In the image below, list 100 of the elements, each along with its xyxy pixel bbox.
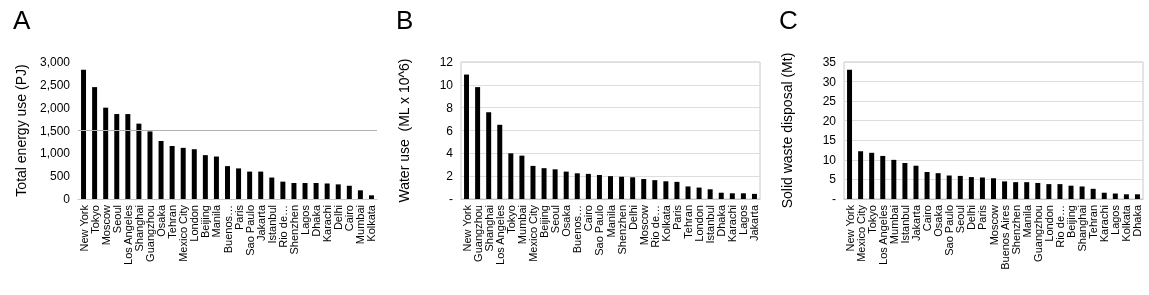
bar xyxy=(946,175,952,199)
y-tick-label: 1,000 xyxy=(39,146,71,161)
bar xyxy=(530,165,536,199)
bar xyxy=(641,179,647,199)
bar xyxy=(630,177,636,199)
x-tick-label: Buenos Aires xyxy=(998,204,1011,270)
bar xyxy=(202,155,208,199)
x-tick-label: New York xyxy=(77,204,90,252)
x-tick-label: Buenos… xyxy=(571,205,584,254)
x-tick-label: Beijing xyxy=(1065,205,1078,239)
bar xyxy=(1024,182,1030,199)
y-tick-label: 0 xyxy=(63,192,71,206)
bar xyxy=(81,69,87,199)
bar xyxy=(258,171,264,199)
x-tick-label: Rio de… xyxy=(1053,205,1066,248)
bar xyxy=(302,183,308,199)
x-tick-label: Moscow xyxy=(637,204,650,246)
bar xyxy=(247,171,253,199)
x-tick-label: Jakarta xyxy=(254,204,267,242)
bar xyxy=(357,190,363,199)
bar xyxy=(585,173,591,199)
x-tick-label: Shanghai xyxy=(482,205,495,252)
bar xyxy=(158,141,164,199)
x-tick-label: Tehran xyxy=(1087,205,1100,239)
bar xyxy=(508,153,514,199)
y-tick-label: - xyxy=(832,192,836,206)
x-tick-label: Istanbul xyxy=(704,205,717,244)
bar xyxy=(663,181,669,199)
bar xyxy=(147,131,153,199)
bar xyxy=(979,177,985,199)
bar xyxy=(213,156,219,199)
bar xyxy=(880,155,886,199)
x-tick-label: Cairo xyxy=(921,205,934,232)
bar xyxy=(1134,194,1140,199)
x-tick-label: New York xyxy=(843,204,856,252)
y-tick-label: 500 xyxy=(49,169,71,184)
x-tick-label: New York xyxy=(460,204,473,252)
x-tick-label: Tokyo xyxy=(88,205,101,234)
x-tick-label: Shenzhen xyxy=(287,205,300,255)
bar xyxy=(608,176,613,199)
bar xyxy=(729,193,735,199)
bar xyxy=(674,181,680,199)
bar xyxy=(1057,184,1063,199)
x-tick-label: Beijing xyxy=(199,205,212,239)
bar xyxy=(125,114,131,199)
x-tick-label: Rio de… xyxy=(648,205,661,248)
bar xyxy=(541,168,547,199)
x-tick-label: Kolkata xyxy=(1120,204,1133,242)
bar xyxy=(324,183,330,199)
x-tick-label: Delhi xyxy=(332,205,345,231)
bar xyxy=(707,189,713,199)
x-tick-label: Guangzhou xyxy=(1031,205,1044,262)
bar xyxy=(913,165,919,199)
bar xyxy=(1002,181,1008,199)
y-tick-label: 3,000 xyxy=(39,55,71,69)
bar xyxy=(652,180,658,199)
x-tick-label: Shenzhen xyxy=(1009,205,1022,255)
x-tick-label: Istanbul xyxy=(898,205,911,244)
bar xyxy=(269,177,275,199)
x-tick-label: Osaka xyxy=(560,204,573,237)
x-tick-label: Moscow xyxy=(987,204,1000,246)
x-tick-label: Dhaka xyxy=(715,204,728,237)
x-tick-label: Beijing xyxy=(538,205,551,239)
bar xyxy=(619,176,625,199)
bar xyxy=(847,69,853,199)
y-tick-label: - xyxy=(449,192,453,206)
x-tick-label: Mexico City xyxy=(177,204,190,262)
x-tick-label: Istanbul xyxy=(265,205,278,244)
bar xyxy=(891,159,897,199)
y-tick-label: 2 xyxy=(446,169,454,184)
x-tick-label: Lagos xyxy=(1109,204,1122,235)
y-axis-title: Water use (ML x 10^6) xyxy=(396,58,412,203)
x-tick-label: Kolkata xyxy=(365,204,378,242)
x-tick-label: Mumbai xyxy=(354,205,367,245)
y-tick-label: 35 xyxy=(822,55,837,69)
y-tick-label: 2,500 xyxy=(39,77,71,92)
x-tick-label: Tokyo xyxy=(865,205,878,234)
bar xyxy=(346,185,352,199)
x-tick-label: Manila xyxy=(210,204,223,238)
y-tick-label: 8 xyxy=(446,100,454,115)
x-tick-label: Mexico City xyxy=(854,204,867,262)
x-tick-label: Los Angeles xyxy=(121,204,134,265)
y-tick-label: 4 xyxy=(446,146,454,161)
bar xyxy=(368,195,374,199)
y-tick-label: 6 xyxy=(446,123,454,138)
bar xyxy=(280,181,286,199)
x-tick-label: Tehran xyxy=(682,205,695,239)
bar xyxy=(869,152,875,199)
x-tick-label: Karachi xyxy=(321,205,334,243)
x-tick-label: London xyxy=(188,205,201,242)
x-tick-label: Sao Paulo xyxy=(943,205,956,256)
x-tick-label: Karachi xyxy=(726,205,739,243)
x-tick-label: Delhi xyxy=(626,205,639,231)
bar xyxy=(552,169,558,199)
y-axis-title: Total energy use (PJ) xyxy=(13,64,29,197)
bar xyxy=(169,146,175,199)
y-tick-label: 10 xyxy=(439,77,454,92)
x-tick-label: Osaka xyxy=(155,204,168,237)
bar xyxy=(291,183,297,199)
x-tick-label: Sao Paulo xyxy=(243,205,256,256)
